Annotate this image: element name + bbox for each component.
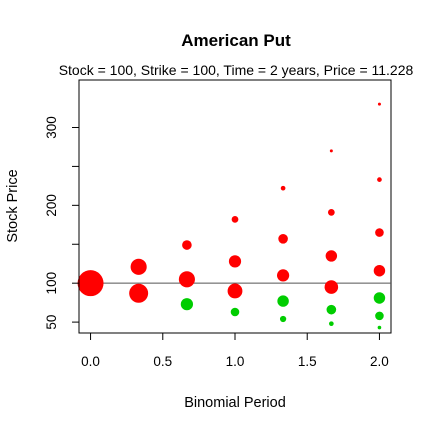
red-point [278, 234, 288, 244]
red-point [78, 270, 104, 296]
green-point [231, 308, 240, 317]
x-tick-label: 0.0 [81, 354, 100, 369]
green-point [378, 326, 382, 330]
y-axis-label: Stock Price [5, 169, 21, 242]
x-axis: 0.0 0.5 1.0 1.5 2.0 [81, 333, 389, 369]
red-point [277, 269, 289, 281]
green-point [375, 312, 384, 321]
red-point [281, 186, 286, 191]
red-point [228, 284, 243, 299]
red-point [374, 265, 385, 276]
red-point [377, 177, 382, 182]
x-tick-label: 1.0 [226, 354, 245, 369]
red-point [232, 216, 239, 223]
green-point [329, 321, 334, 326]
x-tick-label: 2.0 [370, 354, 389, 369]
green-point [327, 305, 337, 315]
y-tick-label: 50 [44, 315, 59, 330]
x-tick-label: 0.5 [153, 354, 172, 369]
y-tick-label: 100 [44, 272, 59, 295]
red-point [375, 228, 384, 237]
green-point [181, 298, 193, 310]
red-point [229, 255, 241, 267]
green-point [374, 292, 385, 303]
y-axis: 50 100 200 300 [44, 116, 79, 329]
points-layer [78, 103, 386, 330]
red-point [378, 103, 381, 106]
red-point [330, 149, 333, 152]
x-tick-label: 1.5 [298, 354, 317, 369]
red-point [325, 280, 339, 294]
chart-subtitle: Stock = 100, Strike = 100, Time = 2 year… [59, 62, 414, 78]
chart-title: American Put [181, 31, 291, 50]
red-point [129, 284, 148, 303]
green-point [277, 295, 288, 306]
red-point [328, 209, 335, 216]
red-point [131, 259, 147, 275]
y-tick-label: 200 [44, 194, 59, 217]
red-point [182, 240, 192, 250]
x-axis-label: Binomial Period [184, 395, 286, 411]
red-point [326, 250, 337, 261]
green-point [280, 316, 286, 322]
red-point [179, 271, 195, 287]
y-tick-label: 300 [44, 116, 59, 139]
